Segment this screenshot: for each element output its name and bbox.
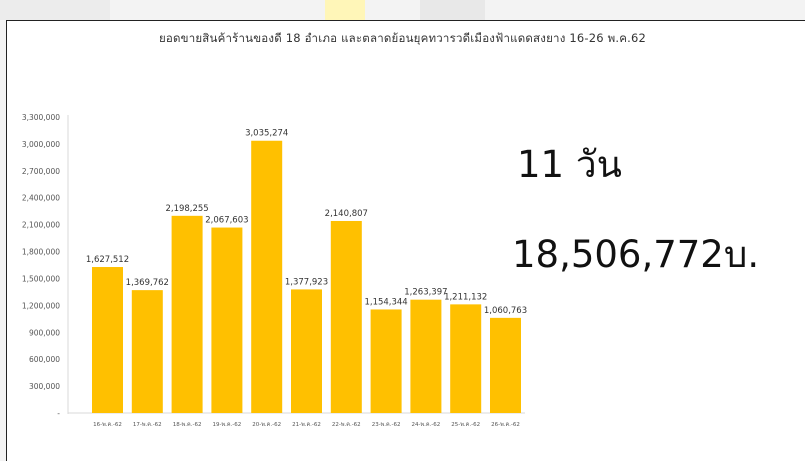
y-tick-label: 1,800,000 (22, 248, 60, 257)
y-tick-label: 1,200,000 (22, 301, 60, 310)
top-strip (0, 0, 110, 20)
bar (450, 304, 482, 413)
bar (171, 215, 203, 413)
y-tick-label: 300,000 (29, 382, 60, 391)
y-tick-label: 3,000,000 (22, 140, 60, 149)
y-tick-label: 3,300,000 (22, 113, 60, 122)
data-label: 1,377,923 (285, 277, 328, 287)
x-tick-label: 19-พ.ค.-62 (213, 422, 242, 428)
summary-total: 18,506,772บ. (512, 233, 760, 276)
data-label: 3,035,274 (245, 129, 288, 139)
x-tick-label: 20-พ.ค.-62 (252, 422, 281, 428)
x-tick-label: 24-พ.ค.-62 (412, 422, 441, 428)
data-label: 1,060,763 (484, 306, 527, 316)
y-tick-label: - (57, 409, 60, 418)
bar (490, 317, 521, 413)
x-tick-label: 25-พ.ค.-62 (451, 422, 480, 428)
y-tick-label: 2,100,000 (22, 221, 60, 230)
data-label: 2,140,807 (325, 209, 368, 219)
x-tick-label: 18-พ.ค.-62 (173, 422, 202, 428)
data-label: 1,627,512 (86, 255, 129, 265)
data-label: 2,198,255 (165, 204, 208, 214)
bar (131, 290, 163, 413)
y-tick-label: 2,400,000 (22, 194, 60, 203)
x-tick-label: 21-พ.ค.-62 (292, 422, 321, 428)
bar (291, 289, 322, 413)
chart-title: ยอดขายสินค้าร้านของดี 18 อำเภอ และตลาดย้… (158, 31, 647, 45)
x-tick-label: 23-พ.ค.-62 (372, 422, 401, 428)
y-tick-label: 900,000 (29, 328, 60, 337)
data-label: 1,211,132 (444, 292, 487, 302)
summary-days: 11 วัน (517, 143, 622, 186)
x-tick-label: 16-พ.ค.-62 (93, 422, 122, 428)
y-tick-label: 2,700,000 (22, 167, 60, 176)
x-tick-label: 22-พ.ค.-62 (332, 422, 361, 428)
data-label: 2,067,603 (205, 216, 248, 226)
bar (251, 140, 283, 413)
data-label: 1,154,344 (364, 297, 407, 307)
bar (370, 309, 402, 413)
x-tick-label: 17-พ.ค.-62 (133, 422, 162, 428)
top-strip-accent (325, 0, 365, 20)
bar (330, 220, 362, 413)
top-strip (420, 0, 485, 20)
x-tick-label: 26-พ.ค.-62 (491, 422, 520, 428)
bar (211, 227, 243, 413)
data-label: 1,369,762 (126, 278, 169, 288)
y-tick-label: 1,500,000 (22, 274, 60, 283)
bar (410, 299, 442, 413)
data-label: 1,263,397 (404, 288, 447, 298)
bar (92, 267, 123, 413)
y-tick-label: 600,000 (29, 355, 60, 364)
